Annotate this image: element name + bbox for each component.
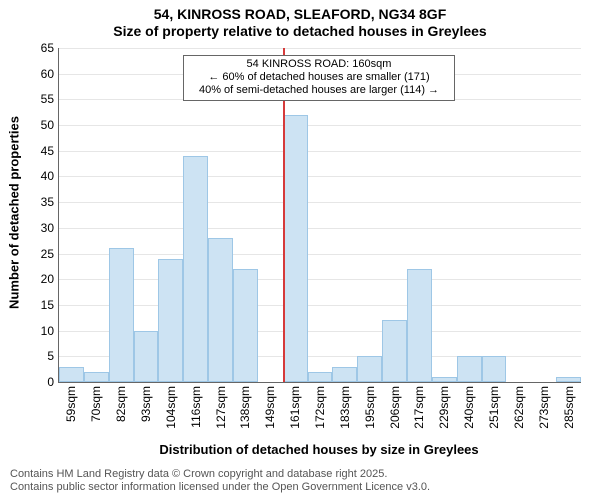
y-tick-label: 40 [41, 169, 59, 183]
gridline [59, 202, 581, 203]
bar [158, 259, 183, 382]
y-tick-label: 60 [41, 67, 59, 81]
chart-title-line1: 54, KINROSS ROAD, SLEAFORD, NG34 8GF [0, 0, 600, 23]
x-tick-label: 82sqm [114, 386, 128, 422]
bar [283, 115, 308, 382]
bar [357, 356, 382, 382]
gridline [59, 279, 581, 280]
bar [308, 372, 333, 382]
x-tick-label: 104sqm [164, 386, 178, 429]
bar [59, 367, 84, 382]
bar [556, 377, 581, 382]
x-tick-label: 138sqm [238, 386, 252, 429]
footer-line1: Contains HM Land Registry data © Crown c… [10, 468, 430, 481]
footer-line2: Contains public sector information licen… [10, 481, 430, 494]
gridline [59, 151, 581, 152]
x-tick-label: 229sqm [437, 386, 451, 429]
gridline [59, 176, 581, 177]
bar [482, 356, 507, 382]
x-tick-label: 240sqm [462, 386, 476, 429]
y-tick-label: 55 [41, 92, 59, 106]
y-tick-label: 30 [41, 221, 59, 235]
annotation-line: ← 60% of detached houses are smaller (17… [188, 71, 450, 84]
y-tick-label: 5 [47, 349, 59, 363]
bar [109, 248, 134, 382]
gridline [59, 228, 581, 229]
annotation-line: 54 KINROSS ROAD: 160sqm [188, 58, 450, 71]
annotation-box: 54 KINROSS ROAD: 160sqm← 60% of detached… [183, 55, 455, 101]
y-tick-label: 15 [41, 298, 59, 312]
x-tick-label: 149sqm [263, 386, 277, 429]
x-tick-label: 217sqm [412, 386, 426, 429]
y-tick-label: 0 [47, 375, 59, 389]
y-tick-label: 20 [41, 272, 59, 286]
bar [134, 331, 159, 382]
chart-title-line2: Size of property relative to detached ho… [0, 23, 600, 40]
y-tick-label: 45 [41, 144, 59, 158]
x-tick-label: 273sqm [537, 386, 551, 429]
x-tick-label: 70sqm [89, 386, 103, 422]
bar [332, 367, 357, 382]
x-tick-label: 262sqm [512, 386, 526, 429]
x-tick-label: 172sqm [313, 386, 327, 429]
y-tick-label: 10 [41, 324, 59, 338]
x-tick-label: 93sqm [139, 386, 153, 422]
x-tick-label: 183sqm [338, 386, 352, 429]
bar [432, 377, 457, 382]
y-tick-label: 50 [41, 118, 59, 132]
x-tick-label: 195sqm [363, 386, 377, 429]
x-tick-label: 127sqm [214, 386, 228, 429]
bar [233, 269, 258, 382]
x-axis-label: Distribution of detached houses by size … [139, 442, 499, 457]
y-tick-label: 35 [41, 195, 59, 209]
bar [84, 372, 109, 382]
bar [183, 156, 208, 382]
x-tick-label: 285sqm [562, 386, 576, 429]
plot-area: 0510152025303540455055606559sqm70sqm82sq… [58, 48, 581, 383]
gridline [59, 48, 581, 49]
y-axis-label: Number of detached properties [7, 113, 22, 313]
gridline [59, 125, 581, 126]
gridline [59, 254, 581, 255]
bar [382, 320, 407, 382]
gridline [59, 305, 581, 306]
x-tick-label: 206sqm [388, 386, 402, 429]
bar [407, 269, 432, 382]
y-tick-label: 25 [41, 247, 59, 261]
x-tick-label: 116sqm [189, 386, 203, 428]
x-tick-label: 59sqm [64, 386, 78, 422]
x-tick-label: 161sqm [288, 386, 302, 429]
footer-attribution: Contains HM Land Registry data © Crown c… [10, 468, 430, 494]
chart-container: 54, KINROSS ROAD, SLEAFORD, NG34 8GF Siz… [0, 0, 600, 500]
x-tick-label: 251sqm [487, 386, 501, 429]
y-tick-label: 65 [41, 41, 59, 55]
bar [208, 238, 233, 382]
bar [457, 356, 482, 382]
annotation-line: 40% of semi-detached houses are larger (… [188, 84, 450, 97]
